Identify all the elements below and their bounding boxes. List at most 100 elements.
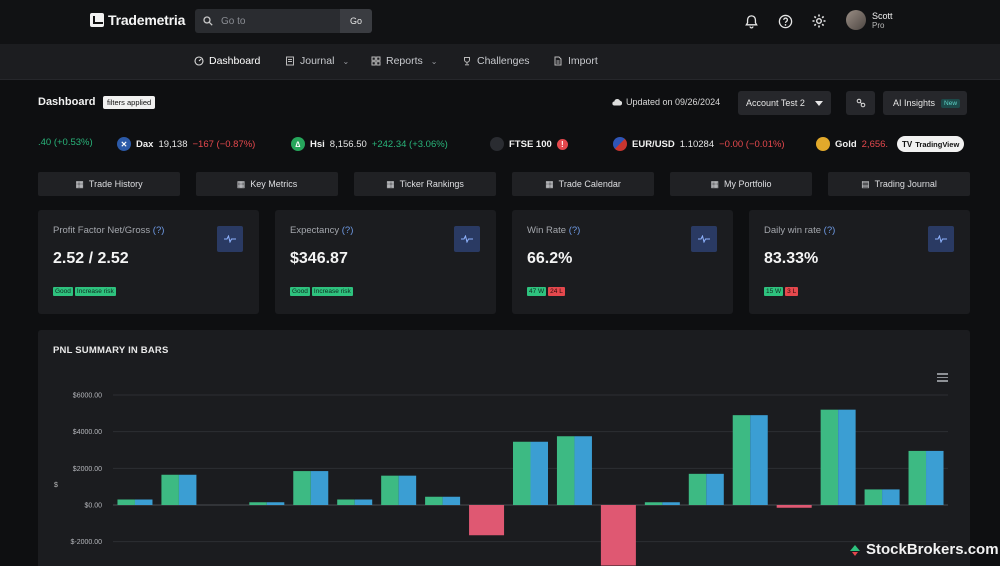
search-icon xyxy=(203,16,213,26)
wins-badge: 47 W xyxy=(527,287,547,296)
tab-label: Key Metrics xyxy=(250,179,298,189)
app-logo[interactable]: Trademetria xyxy=(90,12,185,28)
help-tooltip-link[interactable]: (?) xyxy=(341,225,354,236)
metric-title: Profit Factor Net/Gross (?) xyxy=(53,225,165,236)
tab-ticker-rankings[interactable]: ▦ Ticker Rankings xyxy=(354,172,496,196)
pnl-bar[interactable] xyxy=(556,436,592,505)
chevron-down-icon: ⌄ xyxy=(430,56,438,66)
chart-title: PNL SUMMARY IN BARS xyxy=(53,345,169,356)
main-nav: Dashboard Journal ⌄ Reports ⌄ Challenges… xyxy=(0,44,1000,80)
status-badge: Increase risk xyxy=(74,287,116,296)
tab-trade-calendar[interactable]: ▦ Trade Calendar xyxy=(512,172,654,196)
account-select[interactable]: Account Test 2 xyxy=(738,91,831,115)
pnl-bar[interactable] xyxy=(908,450,944,505)
pnl-bar[interactable] xyxy=(425,496,461,505)
pnl-bar-chart: $6000.00 $4000.00 $2000.00 $0.00 $-2000.00 xyxy=(70,393,948,566)
chart-ylabel: $ xyxy=(54,482,58,489)
notifications-bell-icon[interactable] xyxy=(742,12,760,30)
nav-reports[interactable]: Reports ⌄ xyxy=(371,55,437,67)
ticker-name: Dax xyxy=(136,138,154,150)
calendar-icon: ▤ xyxy=(861,178,870,189)
search-input[interactable] xyxy=(221,15,331,27)
ticker-price: 8,156.50 xyxy=(329,138,367,150)
nav-challenges[interactable]: Challenges xyxy=(462,55,530,67)
dax-logo-icon: ✕ xyxy=(117,137,131,151)
pnl-bar[interactable] xyxy=(600,505,636,566)
user-menu[interactable]: Scott Pro xyxy=(846,10,893,30)
tab-trading-journal[interactable]: ▤ Trading Journal xyxy=(828,172,970,196)
pnl-bar[interactable] xyxy=(513,441,548,505)
settings-gear-icon[interactable] xyxy=(810,12,828,30)
help-tooltip-link[interactable]: (?) xyxy=(823,225,836,236)
ticker-change: +242.34 (+3.06%) xyxy=(371,138,448,150)
tradingview-logo-icon: TV xyxy=(902,139,913,149)
losses-badge: 24 L xyxy=(548,287,565,296)
pnl-bar[interactable] xyxy=(293,471,329,505)
pnl-bar[interactable] xyxy=(469,505,505,536)
metric-value: $346.87 xyxy=(290,250,348,267)
pnl-summary-chart-card: PNL SUMMARY IN BARS $ $6000.00 $4000.00 $2… xyxy=(38,330,970,566)
status-badge: Good xyxy=(53,287,73,296)
pnl-bar[interactable] xyxy=(820,409,856,505)
ticker-item[interactable]: ∆ Hsi 8,156.50 +242.34 (+3.06%) xyxy=(291,137,448,151)
help-icon[interactable] xyxy=(776,12,794,30)
nav-journal[interactable]: Journal ⌄ xyxy=(285,55,349,67)
metric-card-expectancy: Expectancy (?) $346.87 Good Increase ris… xyxy=(275,210,496,314)
ticker-item[interactable]: EUR/USD 1.10284 −0.00 (−0.01%) xyxy=(613,137,785,151)
help-tooltip-link[interactable]: (?) xyxy=(152,225,165,236)
tab-label: Trading Journal xyxy=(874,179,937,189)
pnl-bar[interactable] xyxy=(864,489,900,505)
tab-my-portfolio[interactable]: ▦ My Portfolio xyxy=(670,172,812,196)
ticker-name: EUR/USD xyxy=(632,138,675,150)
pnl-bar[interactable] xyxy=(381,475,417,505)
y-tick-label: $2000.00 xyxy=(73,466,102,473)
ticker-item[interactable]: ✕ Dax 19,138 −167 (−0.87%) xyxy=(117,137,255,151)
import-icon xyxy=(554,56,562,66)
ticker-item[interactable]: FTSE 100 ! xyxy=(490,137,568,151)
go-button[interactable]: Go xyxy=(340,9,372,33)
nav-import[interactable]: Import xyxy=(553,55,598,67)
pnl-bar[interactable] xyxy=(249,502,285,505)
gold-logo-icon xyxy=(816,137,830,151)
tab-label: Trade History xyxy=(88,179,143,189)
pnl-bar[interactable] xyxy=(688,473,724,505)
grid-icon: ▦ xyxy=(545,178,554,189)
pnl-bar[interactable] xyxy=(644,502,680,505)
filters-applied-badge[interactable]: filters applied xyxy=(103,96,156,109)
ticker-item[interactable]: .40 (+0.53%) xyxy=(38,137,93,148)
pnl-bar[interactable] xyxy=(161,474,197,505)
share-settings-button[interactable] xyxy=(846,91,875,115)
tradingview-label: TradingView xyxy=(915,139,960,149)
grid-icon: ▦ xyxy=(386,178,395,189)
pnl-bar[interactable] xyxy=(732,415,768,505)
chart-menu-icon[interactable] xyxy=(937,373,948,384)
pnl-bar[interactable] xyxy=(776,505,812,508)
ai-insights-button[interactable]: AI Insights New xyxy=(883,91,967,115)
status-badge: Increase risk xyxy=(311,287,353,296)
watermark-text: StockBrokers.com xyxy=(866,541,999,558)
tradingview-badge[interactable]: TV TradingView xyxy=(897,136,965,152)
ticker-item[interactable]: Gold 2,656. xyxy=(816,137,888,151)
tab-trade-history[interactable]: ▦ Trade History xyxy=(38,172,180,196)
y-tick-label: $4000.00 xyxy=(73,429,102,436)
pulse-chart-icon[interactable] xyxy=(691,226,717,252)
wins-badge: 15 W xyxy=(764,287,784,296)
ticker-name: Gold xyxy=(835,138,857,150)
pnl-bar[interactable] xyxy=(117,499,153,506)
nav-dashboard-label: Dashboard xyxy=(209,55,261,67)
grid-icon: ▦ xyxy=(75,178,84,189)
metric-card-win-rate: Win Rate (?) 66.2% 47 W 24 L xyxy=(512,210,733,314)
pulse-chart-icon[interactable] xyxy=(928,226,954,252)
tab-label: Ticker Rankings xyxy=(399,179,464,189)
caret-down-icon xyxy=(815,100,823,106)
metric-value: 2.52 / 2.52 xyxy=(53,250,129,267)
tab-key-metrics[interactable]: ▦ Key Metrics xyxy=(196,172,338,196)
help-tooltip-link[interactable]: (?) xyxy=(568,225,581,236)
pulse-chart-icon[interactable] xyxy=(454,226,480,252)
ticker-name: Hsi xyxy=(310,138,325,150)
nav-dashboard[interactable]: Dashboard xyxy=(194,55,260,67)
market-ticker: .40 (+0.53%) ✕ Dax 19,138 −167 (−0.87%) … xyxy=(0,130,1000,158)
nav-reports-label: Reports xyxy=(386,55,423,67)
pnl-bar[interactable] xyxy=(337,499,373,506)
pulse-chart-icon[interactable] xyxy=(217,226,243,252)
